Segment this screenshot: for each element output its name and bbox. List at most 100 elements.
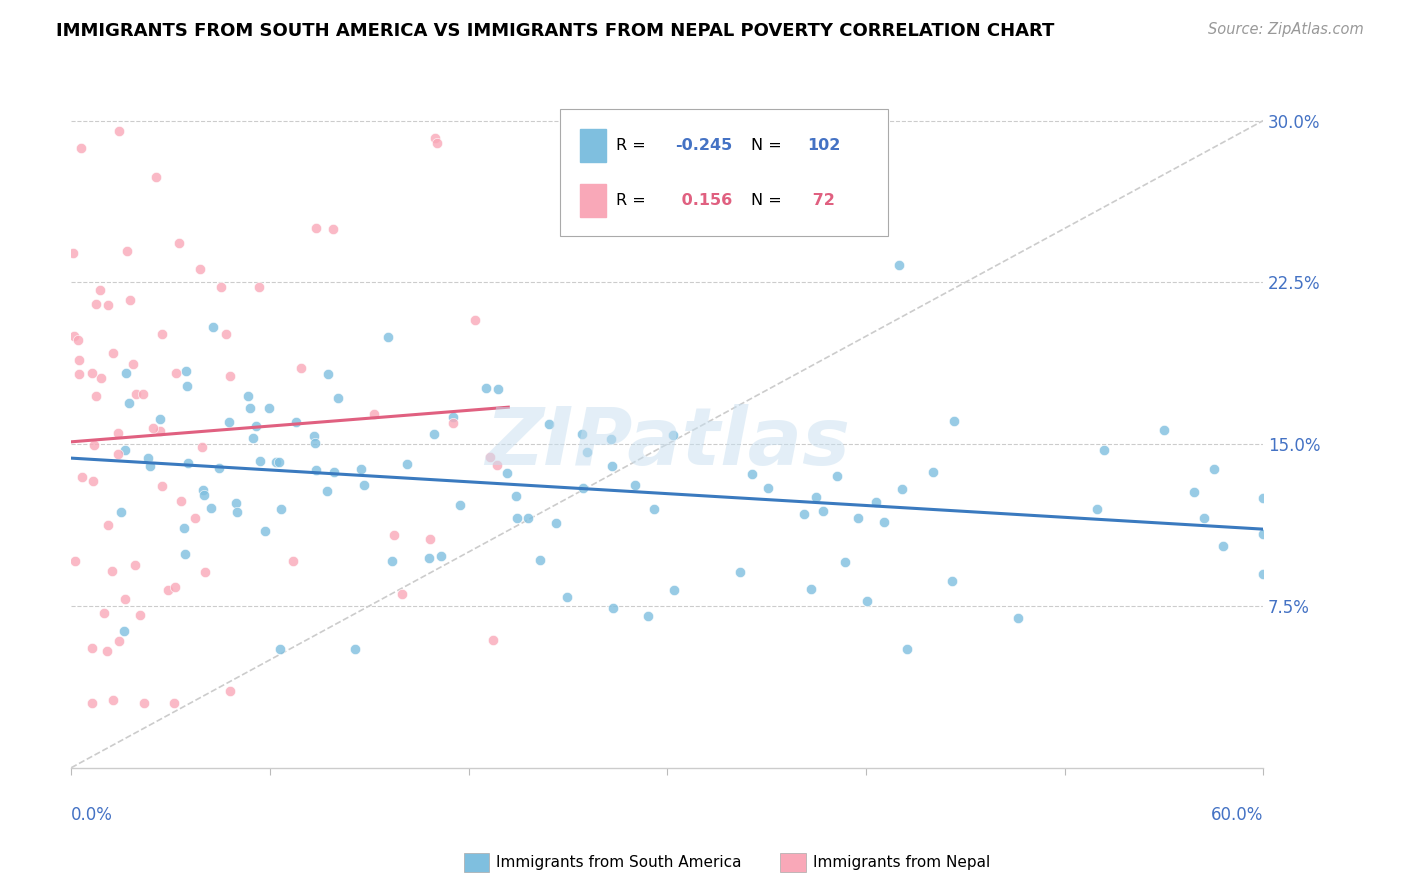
Point (136, 450, 159, 465)
Point (353, 478, 375, 492)
Point (112, 624, 135, 638)
Text: 60.0%: 60.0% (1211, 805, 1263, 823)
Point (1192, 511, 1215, 525)
Point (108, 634, 131, 648)
Point (83, 438, 105, 452)
Point (93, 606, 115, 620)
Point (430, 549, 453, 563)
Point (281, 554, 304, 568)
Point (856, 593, 879, 607)
Point (62, 246, 84, 260)
Point (600, 432, 623, 446)
Point (423, 131, 446, 145)
Point (1182, 485, 1205, 500)
Point (572, 481, 595, 495)
Text: N =: N = (751, 193, 786, 208)
Point (142, 421, 165, 435)
Point (943, 414, 966, 428)
Text: N =: N = (751, 138, 786, 153)
Point (846, 511, 869, 525)
Point (110, 505, 132, 519)
Point (218, 684, 240, 698)
Point (96, 644, 118, 658)
Text: R =: R = (616, 138, 651, 153)
Point (322, 222, 344, 236)
Point (305, 221, 328, 235)
Point (643, 501, 665, 516)
Text: Source: ZipAtlas.com: Source: ZipAtlas.com (1208, 22, 1364, 37)
Point (1153, 423, 1175, 437)
Point (426, 136, 449, 150)
Point (941, 574, 963, 588)
Point (516, 510, 538, 524)
Point (249, 454, 271, 468)
Point (479, 450, 502, 465)
Point (887, 258, 910, 272)
Point (756, 482, 779, 496)
Bar (581, 184, 606, 217)
Point (495, 466, 517, 480)
Point (149, 411, 172, 425)
Point (662, 582, 685, 597)
Point (418, 551, 440, 566)
Point (423, 427, 446, 442)
Point (896, 642, 918, 657)
Point (80, 366, 103, 380)
Point (811, 504, 834, 518)
Point (176, 364, 198, 378)
Point (537, 417, 560, 431)
Point (486, 382, 509, 396)
Point (129, 607, 152, 622)
Point (506, 510, 529, 524)
Point (117, 396, 139, 410)
Point (149, 424, 172, 438)
Point (202, 320, 225, 334)
Point (259, 401, 281, 415)
Point (103, 693, 125, 707)
Point (441, 409, 464, 424)
Point (215, 326, 238, 341)
Point (323, 465, 346, 479)
Point (67, 352, 90, 367)
Point (97, 298, 120, 312)
Point (132, 387, 155, 401)
Point (475, 381, 498, 395)
Point (89, 370, 111, 384)
Point (290, 361, 312, 376)
Text: 72: 72 (807, 193, 835, 208)
Point (150, 479, 173, 493)
Point (269, 642, 291, 657)
Point (825, 469, 848, 483)
Point (107, 124, 129, 138)
Point (82, 474, 104, 488)
Point (184, 511, 207, 525)
Point (344, 642, 367, 657)
Text: 102: 102 (807, 138, 839, 153)
Point (174, 547, 197, 561)
Point (125, 387, 148, 401)
Bar (581, 129, 606, 162)
Point (270, 502, 292, 516)
Point (80, 696, 103, 710)
Text: -0.245: -0.245 (675, 138, 733, 153)
Point (326, 392, 349, 406)
Point (132, 696, 155, 710)
Point (661, 428, 683, 442)
Point (194, 566, 217, 580)
Point (441, 416, 464, 430)
Point (304, 436, 326, 450)
Point (100, 564, 122, 578)
Point (107, 426, 129, 441)
Point (384, 528, 406, 542)
Point (623, 478, 645, 492)
Point (316, 367, 339, 381)
Point (114, 592, 136, 607)
Point (67, 333, 90, 347)
Point (873, 515, 896, 529)
Point (191, 440, 214, 454)
Point (225, 495, 247, 509)
Point (124, 558, 146, 572)
Point (219, 368, 242, 383)
Point (793, 507, 815, 521)
Point (741, 467, 763, 482)
